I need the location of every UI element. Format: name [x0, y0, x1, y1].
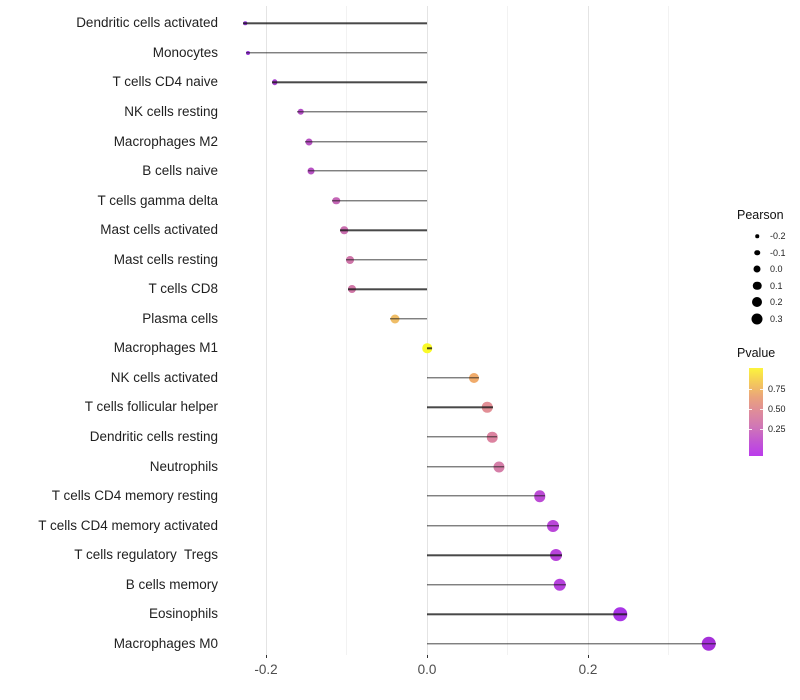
colorbar-tick-mark: [749, 428, 752, 430]
lollipop-stem: [427, 554, 562, 556]
y-axis-label: NK cells activated: [110, 369, 218, 385]
legend-size-dot: [752, 297, 762, 308]
x-axis-tick: [265, 655, 267, 658]
x-axis-tick: [587, 655, 589, 658]
y-axis-label: Plasma cells: [142, 310, 218, 326]
y-axis-label: Dendritic cells activated: [76, 15, 218, 31]
lollipop-stem: [427, 347, 432, 350]
lollipop-stem: [427, 436, 498, 438]
legend-pvalue-colorbar: Pvalue 0.75 0.50 0.25: [737, 346, 799, 456]
y-axis-label: NK cells resting: [124, 103, 218, 119]
lollipop-stem: [332, 199, 427, 202]
pvalue-tick-label: 0.75: [768, 384, 786, 395]
legend-size-dot: [752, 281, 762, 290]
legend-pearson-item: 0.0: [737, 261, 799, 278]
lollipop-stem: [390, 318, 427, 320]
lollipop-stem: [340, 229, 427, 231]
lollipop-stem: [427, 524, 560, 527]
lollipop-stem: [427, 613, 627, 615]
legend-size-label: 0.1: [770, 280, 783, 291]
x-axis-tick: [426, 655, 428, 658]
colorbar-tick-mark: [760, 428, 763, 430]
x-axis-tick-label: 0.2: [578, 662, 598, 677]
y-axis-label: Mast cells activated: [100, 222, 218, 238]
y-axis-label: T cells CD8: [148, 281, 218, 297]
lollipop-stem: [427, 465, 505, 468]
y-axis-label: Neutrophils: [149, 458, 218, 474]
y-axis-label: Macrophages M2: [113, 133, 218, 149]
lollipop-stem: [427, 406, 493, 409]
pvalue-colorbar: [749, 368, 763, 456]
legend-pearson-item: 0.1: [737, 278, 799, 295]
y-axis-label: Macrophages M0: [113, 635, 218, 651]
y-axis-label: B cells memory: [125, 576, 218, 592]
y-axis-labels: Dendritic cells activated Monocytes T cell…: [0, 6, 218, 655]
x-axis-tick-label: -0.2: [254, 662, 278, 677]
lollipop-stem: [246, 52, 427, 54]
y-axis-label: T cells CD4 memory resting: [51, 488, 218, 504]
lollipop-stem: [243, 22, 427, 24]
y-axis-label: T cells CD4 memory activated: [38, 517, 218, 533]
legend-pearson-title: Pearson: [737, 208, 784, 222]
x-gridline-major: [265, 6, 267, 655]
y-axis-label: Dendritic cells resting: [89, 429, 218, 444]
y-axis-label: T cells regulatory Tregs: [74, 547, 218, 563]
legend-pearson-size: Pearson -0.2 -0.1 0.0 0.1 0.2 0.3: [737, 208, 799, 327]
x-gridline-minor: [668, 6, 669, 655]
colorbar-tick-mark: [749, 408, 752, 410]
y-axis-label: Macrophages M1: [113, 340, 218, 356]
x-gridline-major: [587, 6, 589, 655]
plot-panel: -0.2 0.0 0.2: [228, 6, 728, 677]
y-axis-label: Monocytes: [152, 44, 218, 60]
legend-size-label: -0.2: [770, 231, 786, 242]
y-axis-label: Mast cells resting: [113, 251, 218, 267]
legend-pearson-item: -0.1: [737, 245, 799, 262]
legend-size-label: 0.2: [770, 297, 783, 308]
legend-size-dot: [751, 313, 763, 325]
colorbar-tick-mark: [760, 389, 763, 391]
y-axis-label: B cells naive: [142, 163, 218, 179]
legend-size-label: -0.1: [770, 247, 786, 258]
colorbar-tick-mark: [749, 389, 752, 391]
legend-size-label: 0.0: [770, 264, 783, 275]
x-gridline-minor: [346, 6, 347, 655]
legend-pearson-item: 0.3: [737, 311, 799, 328]
pvalue-tick-label: 0.50: [768, 403, 786, 414]
x-axis-tick-label: 0.0: [417, 662, 437, 677]
y-axis-label: T cells follicular helper: [84, 399, 218, 415]
lollipop-stem: [427, 377, 479, 379]
pvalue-tick-label: 0.25: [768, 423, 786, 434]
x-gridline-minor: [507, 6, 508, 655]
legend-pearson-item: 0.2: [737, 294, 799, 311]
lollipop-stem: [345, 258, 427, 261]
y-axis-label: T cells gamma delta: [97, 192, 218, 208]
lollipop-stem: [427, 584, 567, 586]
legend-pvalue-title: Pvalue: [737, 346, 776, 360]
lollipop-stem: [297, 111, 427, 113]
x-gridline-major: [426, 6, 428, 655]
legend-size-label: 0.3: [770, 313, 783, 324]
lollipop-stem: [305, 140, 427, 143]
lollipop-stem: [427, 643, 716, 645]
legend-pearson-item: -0.2: [737, 228, 799, 245]
lollipop-stem: [272, 81, 427, 84]
lollipop-stem: [427, 495, 546, 497]
colorbar-tick-mark: [760, 408, 763, 410]
lollipop-stem: [307, 170, 427, 172]
legend-size-dot: [754, 250, 760, 256]
legend-size-dot: [755, 234, 759, 238]
y-axis-label: Eosinophils: [148, 606, 218, 622]
legend-size-dot: [753, 265, 761, 273]
legend-pearson-items: -0.2 -0.1 0.0 0.1 0.2 0.3: [737, 228, 799, 327]
y-axis-label: T cells CD4 naive: [112, 74, 218, 90]
lollipop-stem: [348, 288, 427, 290]
